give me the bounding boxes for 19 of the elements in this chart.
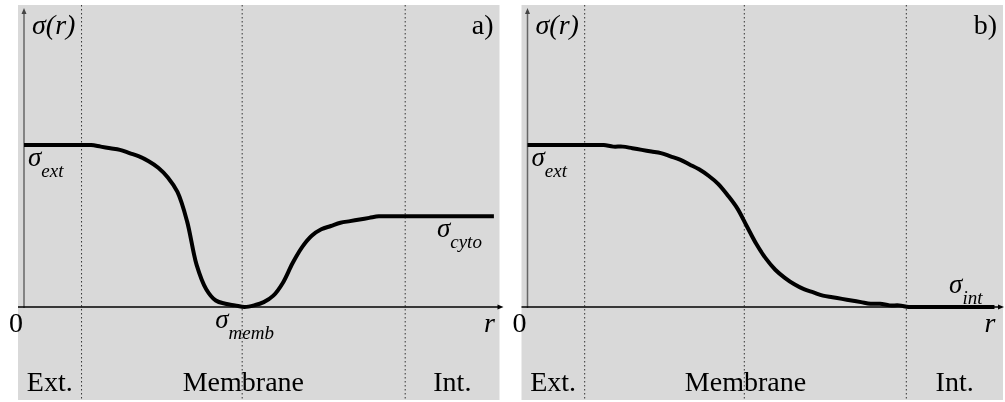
chart-title: b) xyxy=(973,9,997,40)
x-axis-title: r xyxy=(484,307,496,338)
x-axis-title: r xyxy=(984,307,996,338)
annotation: σ$_{ext}$ xyxy=(28,142,65,181)
annotation: 0 xyxy=(9,307,23,338)
text: Ext. xyxy=(530,366,577,397)
chart-title: a) xyxy=(471,9,494,40)
annotation: σ$_{int}$ xyxy=(949,269,984,308)
annotation: σ$_{memb}$ xyxy=(215,304,274,343)
text: Int. xyxy=(935,366,974,397)
y-axis-title: σ(r) xyxy=(32,9,76,40)
text: Int. xyxy=(433,366,472,397)
text: Ext. xyxy=(26,366,73,397)
text: Membrane xyxy=(182,366,305,397)
annotation: σ$_{cyto}$ xyxy=(436,213,482,252)
y-axis-title: σ(r) xyxy=(535,9,579,40)
annotation: 0 xyxy=(512,307,527,338)
text: Membrane xyxy=(684,366,807,397)
annotation: σ$_{ext}$ xyxy=(531,142,568,181)
